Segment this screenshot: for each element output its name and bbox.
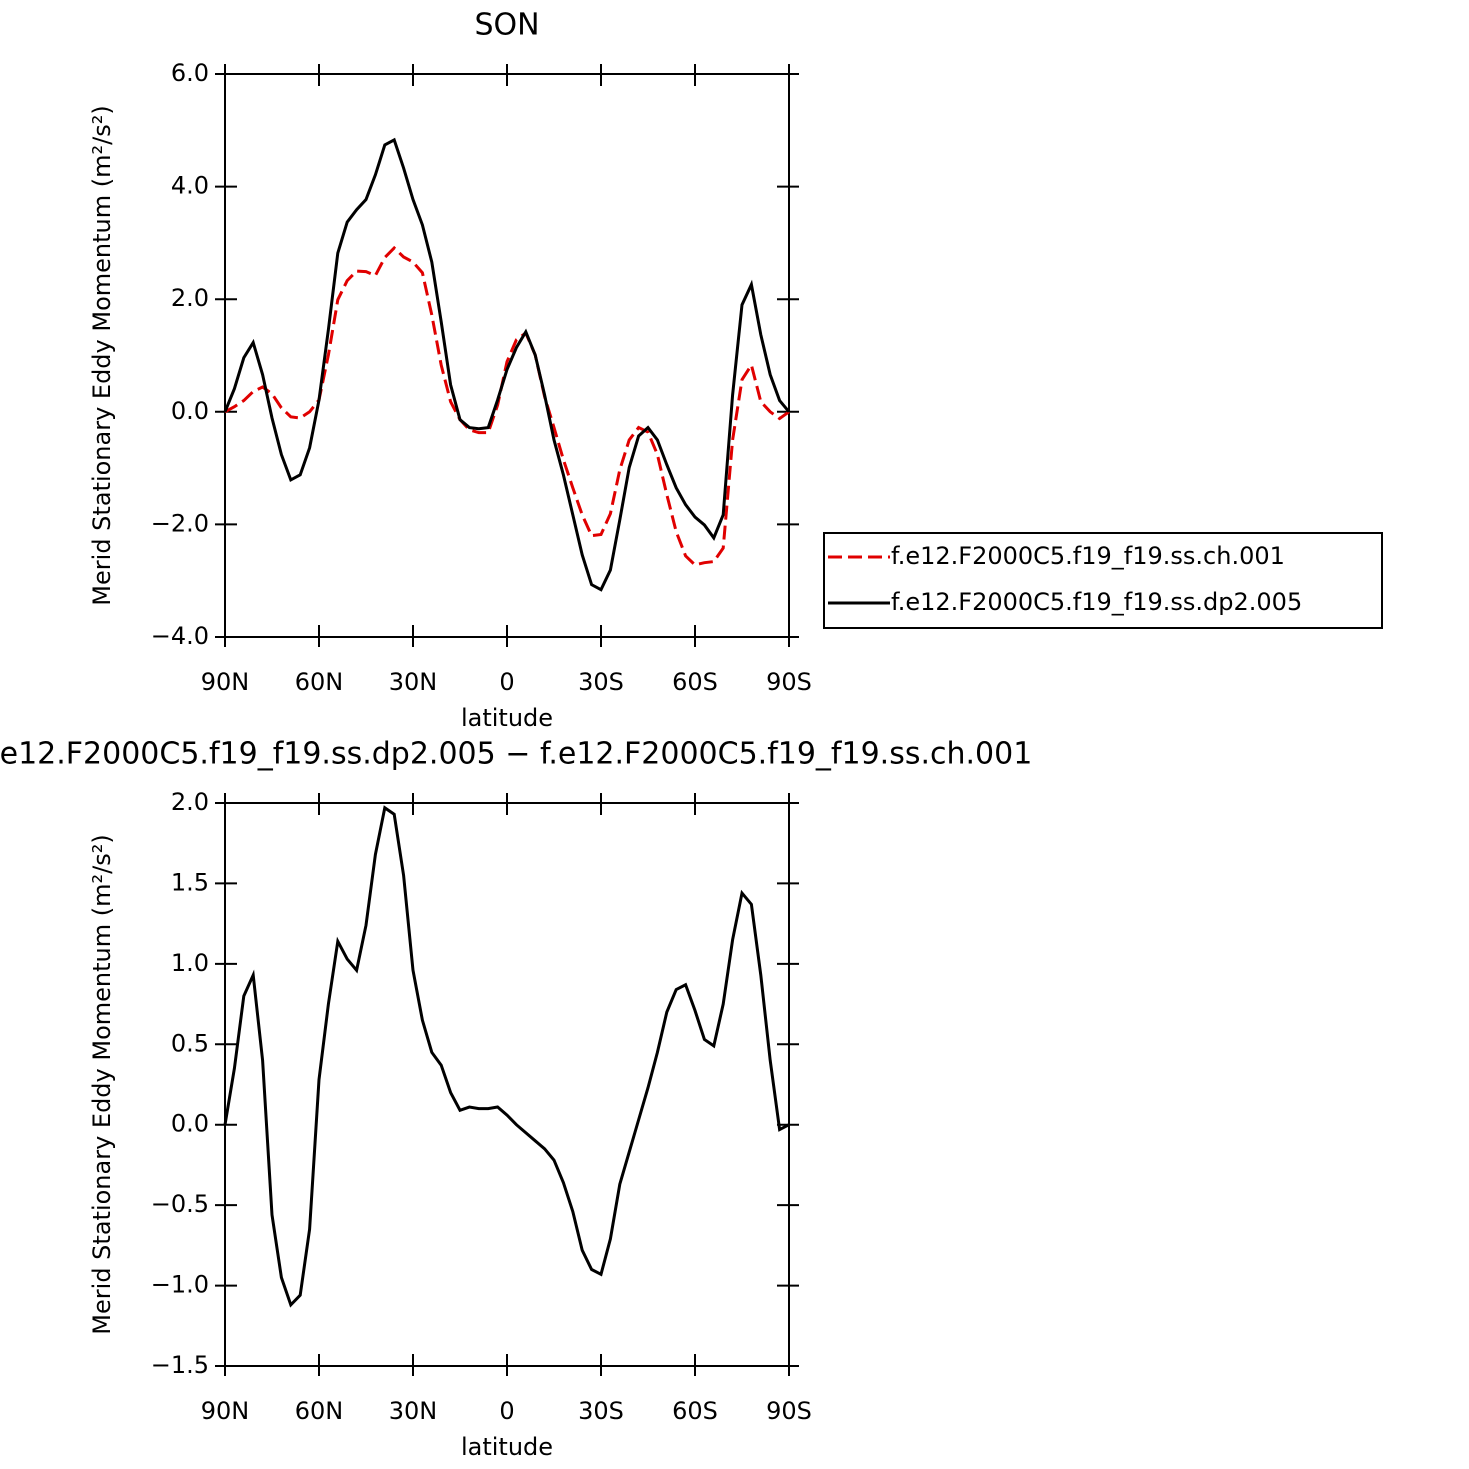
chart-title: f.e12.F2000C5.f19_f19.ss.dp2.005 − f.e12… <box>0 737 1032 772</box>
x-axis-label: latitude <box>461 704 553 732</box>
x-tick-label: 30N <box>389 1397 438 1425</box>
y-tick-label: −2.0 <box>151 509 209 537</box>
legend-box <box>823 532 1383 629</box>
y-tick-label: 4.0 <box>171 172 209 200</box>
x-tick-label: 0 <box>499 668 514 696</box>
data-line <box>224 245 790 567</box>
y-tick-label: 0.0 <box>171 397 209 425</box>
data-line <box>223 805 790 1308</box>
y-tick-label: 1.0 <box>171 949 209 977</box>
x-tick-label: 90S <box>766 668 812 696</box>
x-tick-label: 30S <box>578 668 624 696</box>
x-tick-label: 60N <box>295 1397 344 1425</box>
chart-title: SON <box>474 8 539 43</box>
x-tick-label: 90S <box>766 1397 812 1425</box>
y-tick-label: −1.0 <box>151 1271 209 1299</box>
x-tick-label: 60S <box>672 668 718 696</box>
y-tick-label: 0.0 <box>171 1110 209 1138</box>
data-line <box>223 137 791 592</box>
y-tick-label: 1.5 <box>171 868 209 896</box>
y-tick-label: 2.0 <box>171 788 209 816</box>
y-tick-label: 2.0 <box>171 284 209 312</box>
x-axis-label: latitude <box>461 1433 553 1461</box>
y-tick-label: −4.0 <box>151 622 209 650</box>
plot-frame <box>224 802 790 1367</box>
y-axis-label: Merid Stationary Eddy Momentum (m²/s²) <box>88 105 116 605</box>
y-tick-label: 0.5 <box>171 1029 209 1057</box>
x-tick-label: 90N <box>201 1397 250 1425</box>
plot-frame <box>224 73 790 638</box>
x-tick-label: 60N <box>295 668 344 696</box>
y-tick-label: 6.0 <box>171 59 209 87</box>
y-axis-label: Merid Stationary Eddy Momentum (m²/s²) <box>88 834 116 1334</box>
y-tick-label: −0.5 <box>151 1190 209 1218</box>
legend-label: f.e12.F2000C5.f19_f19.ss.ch.001 <box>891 542 1285 570</box>
x-tick-label: 60S <box>672 1397 718 1425</box>
x-tick-label: 30S <box>578 1397 624 1425</box>
x-tick-label: 90N <box>201 668 250 696</box>
x-tick-label: 30N <box>389 668 438 696</box>
x-tick-label: 0 <box>499 1397 514 1425</box>
y-tick-label: −1.5 <box>151 1351 209 1379</box>
legend-label: f.e12.F2000C5.f19_f19.ss.dp2.005 <box>891 588 1302 616</box>
